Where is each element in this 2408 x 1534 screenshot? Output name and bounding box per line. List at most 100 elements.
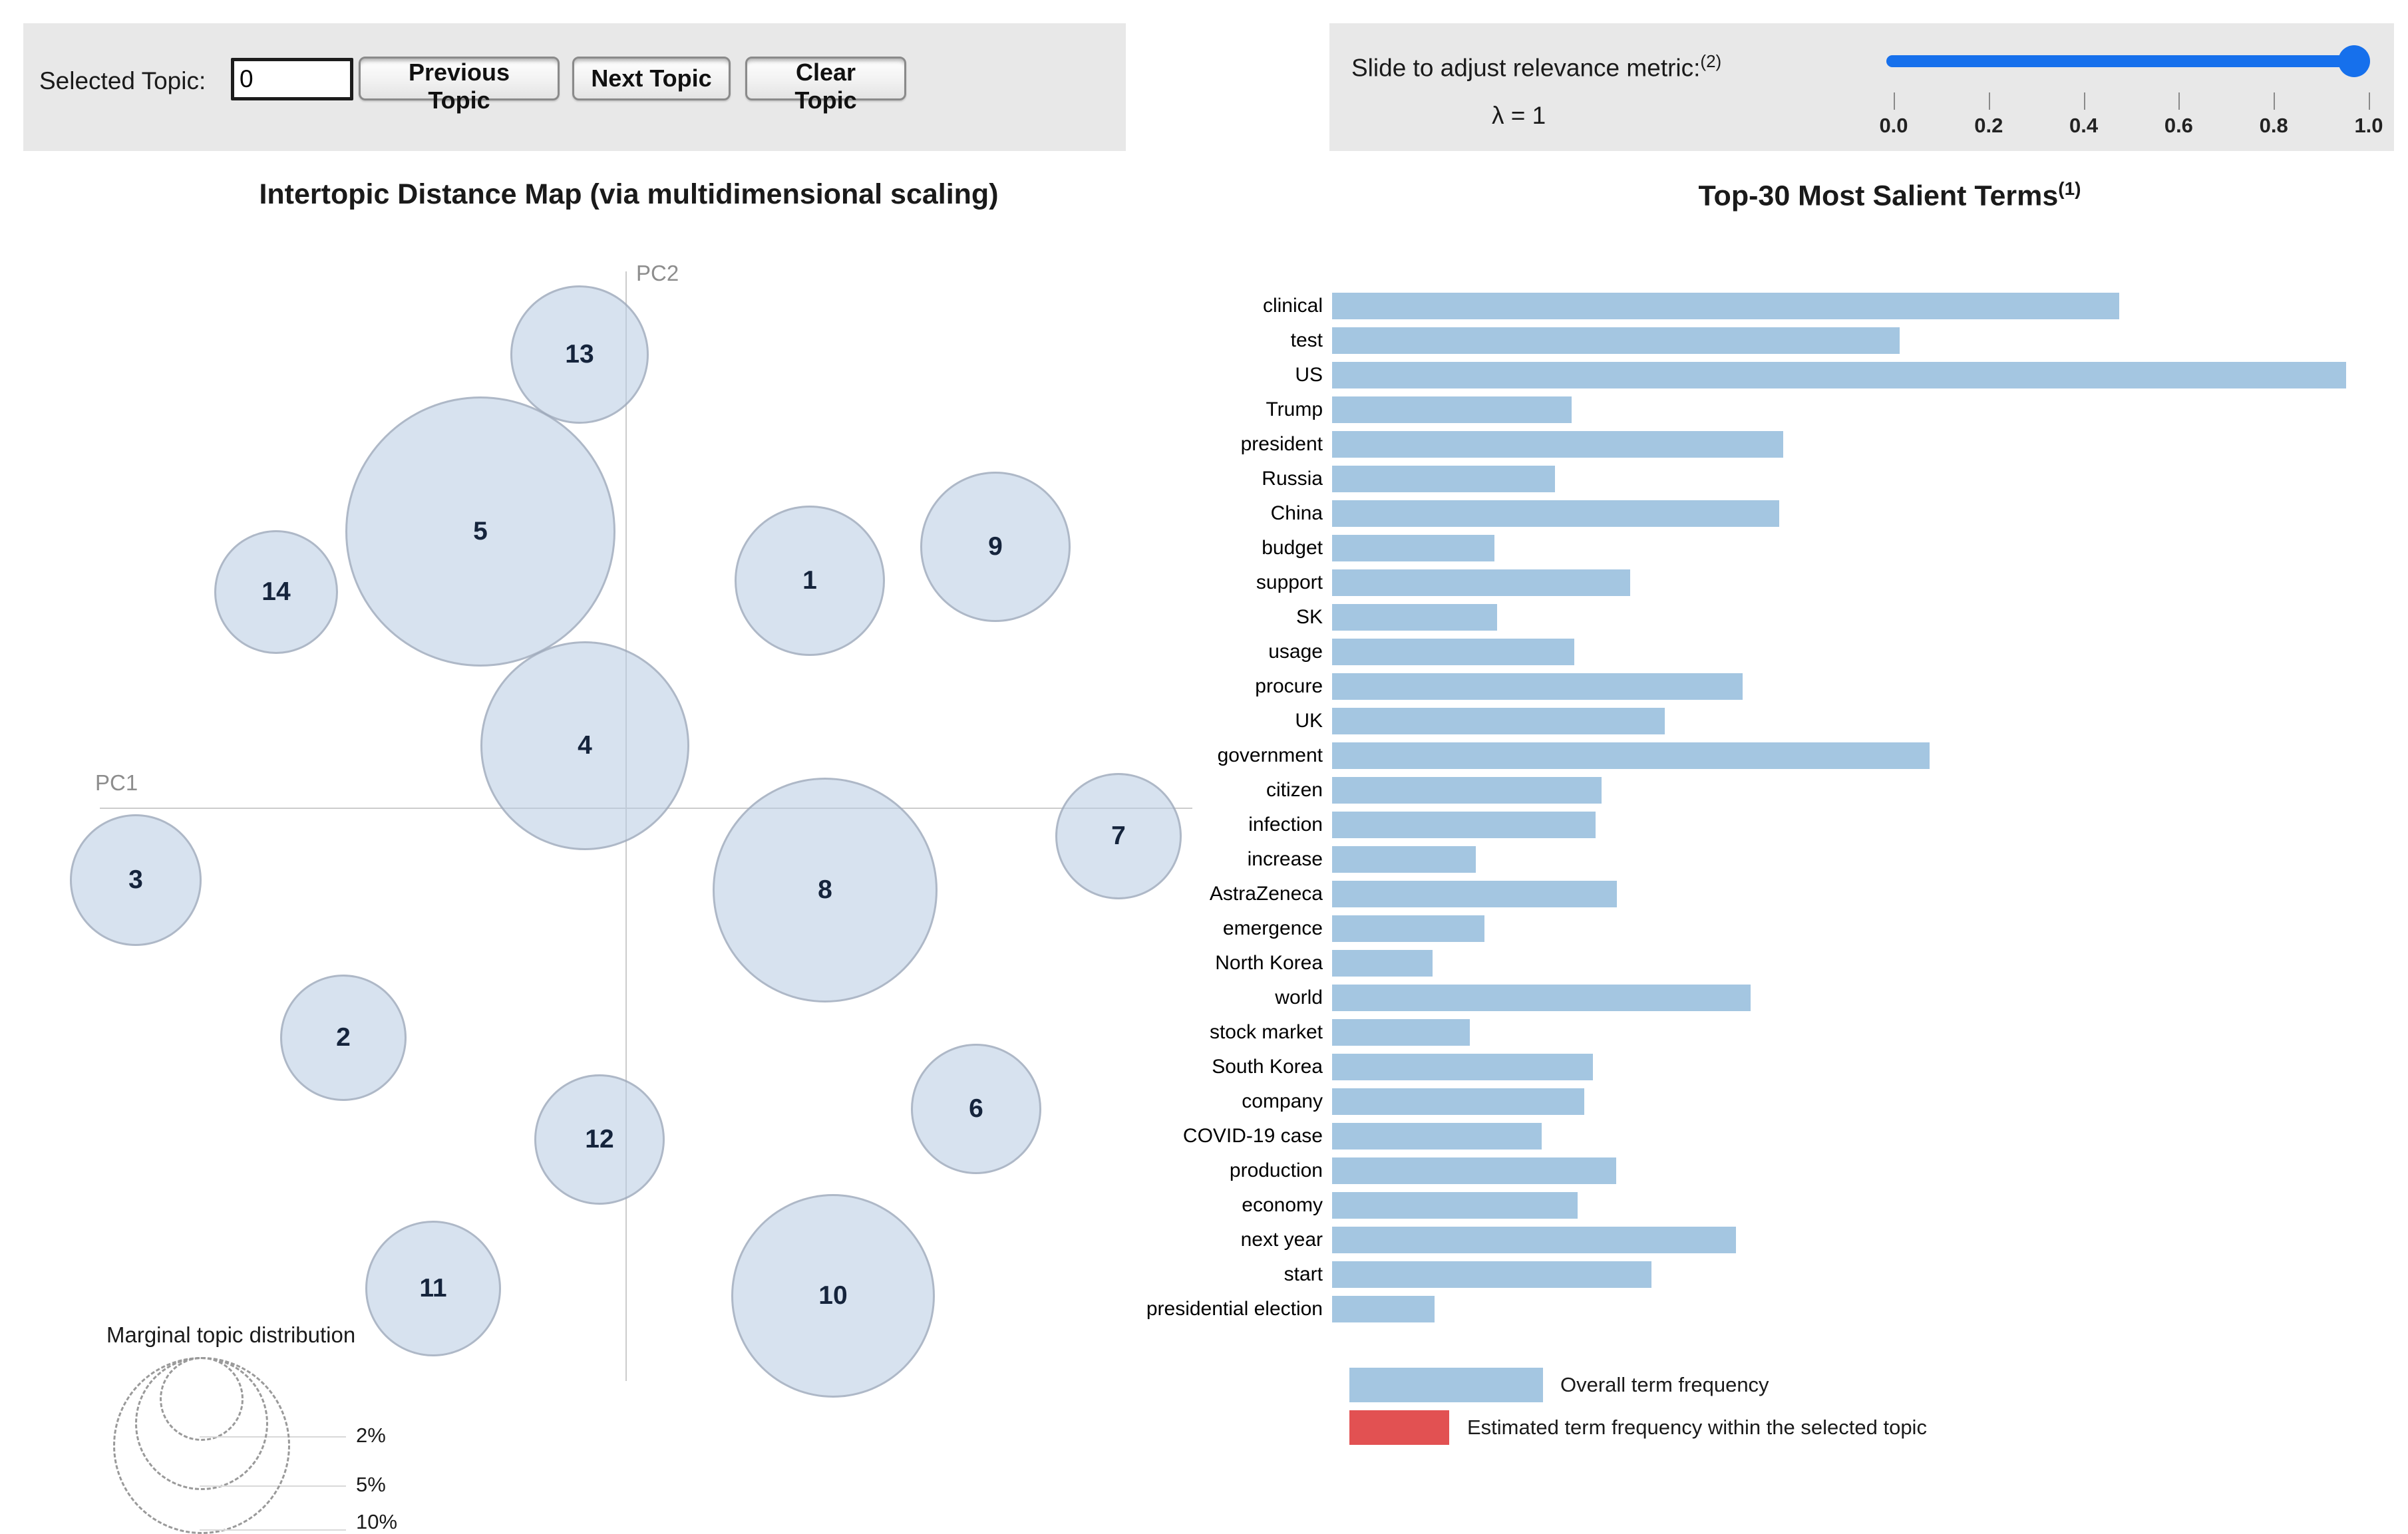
term-frequency-bar[interactable]: [1332, 327, 1900, 354]
term-frequency-bar[interactable]: [1332, 639, 1574, 665]
term-frequency-bar[interactable]: [1332, 1261, 1651, 1288]
topic-bubble-10[interactable]: 10: [731, 1194, 935, 1398]
topic-bubble-2[interactable]: 2: [280, 975, 407, 1101]
term-frequency-bar[interactable]: [1332, 1157, 1616, 1184]
topic-bubble-number: 7: [1111, 822, 1126, 850]
term-label: procure: [1255, 675, 1323, 697]
topic-bubble-13[interactable]: 13: [510, 285, 649, 424]
topic-bubble-9[interactable]: 9: [920, 472, 1071, 622]
term-frequency-bar[interactable]: [1332, 500, 1779, 527]
term-frequency-bar[interactable]: [1332, 950, 1433, 977]
term-label: president: [1240, 433, 1323, 455]
next-topic-button[interactable]: Next Topic: [572, 57, 731, 100]
term-label: COVID-19 case: [1182, 1125, 1323, 1147]
term-label: China: [1270, 502, 1323, 524]
term-frequency-bar[interactable]: [1332, 1088, 1584, 1115]
slider-tick-label: 0.8: [2259, 114, 2288, 137]
topic-bubble-number: 14: [261, 577, 291, 606]
term-frequency-bar[interactable]: [1332, 604, 1497, 631]
relevance-metric-label: Slide to adjust relevance metric:(2): [1351, 51, 1722, 82]
term-frequency-bar[interactable]: [1332, 846, 1476, 873]
topic-bubble-number: 4: [578, 731, 592, 760]
term-frequency-bar[interactable]: [1332, 1054, 1593, 1080]
term-frequency-bar[interactable]: [1332, 1019, 1470, 1046]
term-label: presidential election: [1146, 1298, 1323, 1320]
term-label: budget: [1262, 537, 1323, 559]
topic-bubble-14[interactable]: 14: [214, 530, 338, 654]
term-frequency-bar[interactable]: [1332, 431, 1783, 458]
slider-tick-mark: [1894, 92, 1895, 110]
selected-topic-input[interactable]: [231, 58, 353, 100]
term-frequency-bar[interactable]: [1332, 1296, 1435, 1322]
term-frequency-bar[interactable]: [1332, 293, 2119, 319]
overall-frequency-swatch: [1349, 1368, 1543, 1402]
term-frequency-bar[interactable]: [1332, 569, 1630, 596]
topic-bubble-number: 11: [419, 1274, 447, 1303]
term-label: stock market: [1209, 1021, 1323, 1043]
topic-bubble-number: 1: [802, 566, 817, 595]
topic-bubble-number: 8: [818, 875, 832, 904]
relevance-panel: Slide to adjust relevance metric:(2) λ =…: [1329, 23, 2394, 151]
previous-topic-button[interactable]: Previous Topic: [359, 57, 560, 114]
topic-bubble-6[interactable]: 6: [911, 1044, 1041, 1174]
salient-terms-title: Top-30 Most Salient Terms(1): [1698, 178, 2081, 212]
legend-label: Overall term frequency: [1560, 1373, 1769, 1396]
topic-bubble-3[interactable]: 3: [70, 814, 202, 946]
topic-bubble-8[interactable]: 8: [713, 778, 938, 1002]
term-label: infection: [1248, 814, 1323, 836]
term-frequency-bar[interactable]: [1332, 881, 1617, 907]
topic-bubble-number: 5: [473, 517, 488, 545]
term-label: AstraZeneca: [1209, 883, 1323, 905]
term-frequency-bar[interactable]: [1332, 915, 1484, 942]
term-frequency-bar[interactable]: [1332, 1227, 1736, 1253]
term-label: citizen: [1266, 779, 1323, 801]
topic-bubble-5[interactable]: 5: [345, 396, 615, 667]
term-frequency-bar[interactable]: [1332, 362, 2346, 388]
selected-topic-frequency-swatch: [1349, 1410, 1449, 1445]
slider-tick-mark: [2178, 92, 2180, 110]
footnote-2-ref: (2): [1700, 51, 1722, 71]
legend-label: Estimated term frequency within the sele…: [1467, 1416, 1927, 1439]
topic-bubble-4[interactable]: 4: [480, 641, 689, 850]
term-frequency-bar[interactable]: [1332, 985, 1751, 1011]
slider-tick-mark: [2369, 92, 2370, 110]
term-label: South Korea: [1212, 1056, 1323, 1078]
term-label: support: [1256, 571, 1323, 593]
term-frequency-bar[interactable]: [1332, 812, 1596, 838]
term-frequency-bar[interactable]: [1332, 777, 1602, 804]
term-label: world: [1275, 987, 1323, 1008]
term-label: economy: [1242, 1194, 1323, 1216]
topic-bubble-7[interactable]: 7: [1055, 773, 1182, 899]
term-label: US: [1295, 364, 1323, 386]
relevance-slider-handle[interactable]: [2338, 45, 2370, 77]
topic-bubble-number: 12: [585, 1125, 614, 1153]
topic-bubble-1[interactable]: 1: [735, 506, 885, 656]
term-label: usage: [1268, 641, 1323, 663]
term-frequency-bar[interactable]: [1332, 742, 1930, 769]
term-label: production: [1229, 1159, 1323, 1181]
topic-bubble-12[interactable]: 12: [534, 1074, 665, 1205]
footnote-1-ref: (1): [2058, 178, 2081, 199]
term-frequency-bar[interactable]: [1332, 1192, 1578, 1219]
term-label: clinical: [1262, 295, 1323, 317]
term-frequency-bar[interactable]: [1332, 466, 1555, 492]
term-frequency-bar[interactable]: [1332, 1123, 1542, 1150]
term-frequency-bar[interactable]: [1332, 673, 1743, 700]
size-legend-circle-10%: [113, 1357, 290, 1534]
topic-bubble-11[interactable]: 11: [365, 1221, 501, 1356]
slider-tick-mark: [2083, 92, 2085, 110]
topic-bubble-number: 6: [969, 1094, 983, 1123]
pc1-axis-label: PC1: [95, 770, 138, 795]
topic-bubble-number: 13: [565, 340, 594, 369]
clear-topic-button[interactable]: Clear Topic: [745, 57, 906, 114]
term-label: company: [1242, 1090, 1323, 1112]
size-legend-label: 10%: [356, 1510, 398, 1533]
term-label: increase: [1247, 848, 1323, 870]
term-frequency-bar[interactable]: [1332, 708, 1665, 734]
term-frequency-bar[interactable]: [1332, 535, 1494, 561]
term-frequency-bar[interactable]: [1332, 396, 1572, 423]
term-label: next year: [1240, 1229, 1323, 1251]
relevance-slider-track[interactable]: [1886, 55, 2367, 67]
topic-bubble-number: 10: [818, 1281, 848, 1310]
